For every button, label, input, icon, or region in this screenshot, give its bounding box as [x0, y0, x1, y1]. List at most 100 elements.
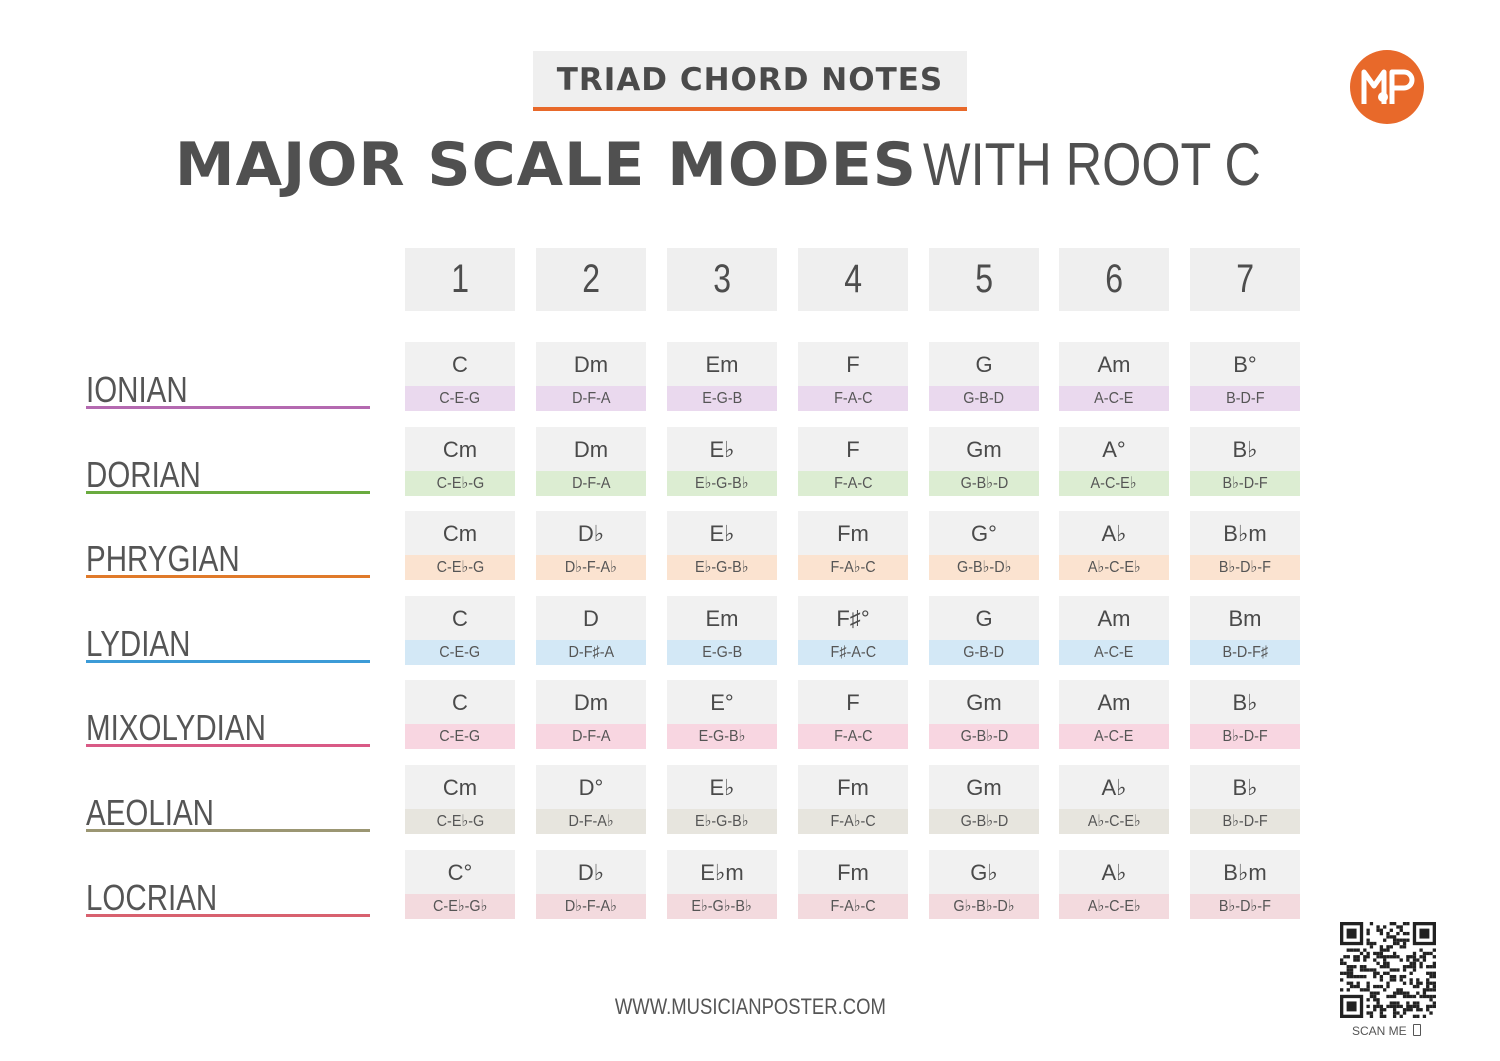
chord-cell: E♭m E♭-G♭-B♭ [667, 850, 777, 919]
chord-notes: C-E♭-G [405, 471, 515, 496]
mode-label-locrian: LOCRIAN [86, 880, 370, 917]
chord-cell: Fm F-A♭-C [798, 511, 908, 580]
chord-cell: Am A-C-E [1059, 342, 1169, 411]
chord-cell: B♭m B♭-D♭-F [1190, 850, 1300, 919]
website-url[interactable]: WWW.MUSICIANPOSTER.COM [0, 994, 1500, 1020]
chord-notes-text: C-E♭-G [436, 475, 484, 492]
chord-cell: Cm C-E♭-G [405, 427, 515, 496]
chord-name: E♭ [667, 765, 777, 809]
poster-title: MAJOR SCALE MODES WITH ROOT C [0, 130, 1500, 200]
chord-notes: B♭-D-F [1190, 471, 1300, 496]
chord-name: B♭ [1190, 765, 1300, 809]
chord-cell: D♭ D♭-F-A♭ [536, 511, 646, 580]
chord-notes-text: B-D-F♯ [1222, 644, 1268, 661]
chord-name: Gm [929, 765, 1039, 809]
chord-cell: F♯° F♯-A-C [798, 596, 908, 665]
chord-notes-text: E♭-G-B♭ [695, 559, 749, 576]
chord-notes: F♯-A-C [798, 640, 908, 665]
chord-name: Fm [798, 850, 908, 894]
chord-name: A♭ [1059, 850, 1169, 894]
chord-notes: G-B♭-D [929, 809, 1039, 834]
chord-name: F♯° [798, 596, 908, 640]
chord-cell: B♭m B♭-D♭-F [1190, 511, 1300, 580]
chord-notes-text: F-A-C [833, 390, 873, 407]
chord-name: G° [929, 511, 1039, 555]
chord-notes-text: A♭-C-E♭ [1087, 898, 1141, 915]
chord-name: E♭ [667, 511, 777, 555]
chord-cell: Fm F-A♭-C [798, 765, 908, 834]
title-light: WITH ROOT C [922, 131, 1261, 198]
chord-cell: B♭ B♭-D-F [1190, 427, 1300, 496]
chord-notes-text: B♭-D♭-F [1219, 559, 1271, 576]
chord-notes-text: F-A-C [833, 475, 873, 492]
chord-name: Am [1059, 680, 1169, 724]
mode-label-dorian: DORIAN [86, 457, 370, 494]
degree-header-6: 6 [1059, 248, 1169, 311]
chord-name: Dm [536, 427, 646, 471]
degree-number: 6 [1105, 257, 1123, 301]
chord-notes: F-A-C [798, 386, 908, 411]
chord-notes-text: E♭-G-B♭ [695, 475, 749, 492]
chord-notes: D-F-A [536, 724, 646, 749]
mode-label-aeolian: AEOLIAN [86, 795, 370, 832]
chord-notes-text: E-G-B [701, 644, 742, 661]
chord-cell: Am A-C-E [1059, 680, 1169, 749]
chord-notes-text: F-A♭-C [830, 813, 876, 830]
chord-notes-text: A♭-C-E♭ [1087, 813, 1141, 830]
chord-cell: Em E-G-B [667, 342, 777, 411]
chord-notes-text: G-B♭-D [960, 813, 1008, 830]
chord-name: Am [1059, 342, 1169, 386]
chord-notes-text: F-A-C [833, 728, 873, 745]
chord-notes-text: A-C-E [1094, 390, 1134, 407]
chord-notes: G-B-D [929, 386, 1039, 411]
chord-notes: C-E♭-G [405, 555, 515, 580]
chord-cell: B♭ B♭-D-F [1190, 765, 1300, 834]
chord-notes-text: A♭-C-E♭ [1087, 559, 1141, 576]
chord-notes: C-E♭-G♭ [405, 894, 515, 919]
chord-name: Em [667, 596, 777, 640]
chord-name: Am [1059, 596, 1169, 640]
chord-cell: G° G-B♭-D♭ [929, 511, 1039, 580]
chord-notes-text: F-A♭-C [830, 559, 876, 576]
chord-notes: D-F♯-A [536, 640, 646, 665]
chord-name: Fm [798, 765, 908, 809]
chord-cell: F F-A-C [798, 342, 908, 411]
chord-name: E♭m [667, 850, 777, 894]
degree-number: 5 [975, 257, 993, 301]
degree-number: 1 [451, 257, 469, 301]
chord-notes-text: D-F-A [571, 728, 611, 745]
chord-name: Dm [536, 680, 646, 724]
chord-cell: Dm D-F-A [536, 427, 646, 496]
chord-name: Gm [929, 680, 1039, 724]
chord-notes-text: E♭-G♭-B♭ [691, 898, 753, 915]
chord-notes-text: E-G-B [701, 390, 742, 407]
chord-notes: B♭-D-F [1190, 724, 1300, 749]
chord-notes: G-B-D [929, 640, 1039, 665]
degree-header-4: 4 [798, 248, 908, 311]
chord-cell: F F-A-C [798, 427, 908, 496]
chord-notes-text: G-B-D [963, 644, 1005, 661]
chord-name: D° [536, 765, 646, 809]
chord-notes-text: D♭-F-A♭ [565, 898, 617, 915]
chord-notes: G♭-B♭-D♭ [929, 894, 1039, 919]
chord-notes: E♭-G-B♭ [667, 555, 777, 580]
chord-name: C [405, 596, 515, 640]
degree-header-1: 1 [405, 248, 515, 311]
chord-notes-text: G-B♭-D [960, 475, 1008, 492]
chord-cell: A° A-C-E♭ [1059, 427, 1169, 496]
chord-notes-text: B♭-D-F [1222, 475, 1268, 492]
chord-notes: C-E-G [405, 724, 515, 749]
chord-notes-text: G-B♭-D [960, 728, 1008, 745]
chord-cell: B° B-D-F [1190, 342, 1300, 411]
chord-cell: C° C-E♭-G♭ [405, 850, 515, 919]
chord-notes-text: D-F♯-A [568, 644, 614, 661]
chord-cell: A♭ A♭-C-E♭ [1059, 850, 1169, 919]
title-bold: MAJOR SCALE MODES [174, 130, 917, 200]
phone-icon [1413, 1024, 1422, 1036]
degree-header-2: 2 [536, 248, 646, 311]
qr-code[interactable] [1340, 922, 1436, 1018]
chord-notes: C-E-G [405, 640, 515, 665]
chord-notes-text: C-E♭-G [436, 559, 484, 576]
chord-name: A♭ [1059, 511, 1169, 555]
chord-name: A♭ [1059, 765, 1169, 809]
